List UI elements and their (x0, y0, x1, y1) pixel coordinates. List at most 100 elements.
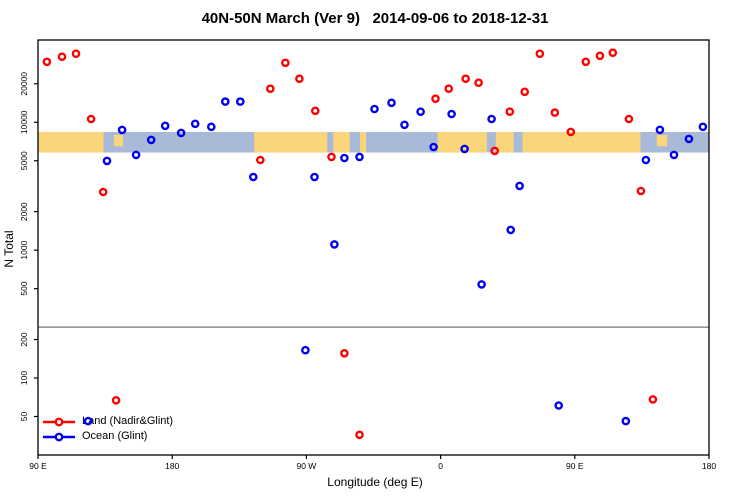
data-point-ocean (641, 155, 651, 165)
data-point-ocean (146, 135, 156, 145)
y-tick-label: 200 (19, 332, 29, 346)
legend-label-land: Land (Nadir&Glint) (82, 415, 174, 427)
data-point-land (295, 74, 304, 83)
x-axis-title: Longitude (deg E) (327, 475, 423, 489)
x-tick-label: 90 E (566, 461, 584, 471)
data-point-land (98, 187, 108, 197)
x-tick-label: 0 (438, 461, 443, 471)
data-point-ocean (301, 345, 310, 355)
data-point-ocean (515, 181, 524, 191)
y-tick-label: 5000 (19, 151, 29, 170)
data-point-land (327, 152, 336, 162)
x-tick-label: 90 E (29, 461, 47, 471)
map-band-ocean-segment (366, 131, 438, 153)
data-point-land (581, 57, 591, 67)
data-point-land (461, 74, 471, 83)
data-point-land (355, 430, 364, 440)
data-point-ocean (387, 98, 396, 108)
data-point-ocean (176, 128, 186, 138)
map-band-ocean-segment (327, 131, 334, 153)
data-point-land (648, 395, 658, 404)
data-point-ocean (506, 225, 516, 235)
data-point-land (281, 58, 290, 68)
y-tick-label: 10000 (19, 110, 29, 134)
data-point-land (624, 114, 634, 124)
data-point-ocean (131, 150, 141, 160)
data-point-land (431, 94, 440, 103)
data-point-ocean (235, 97, 245, 106)
map-band-ocean-segment (640, 131, 709, 153)
map-band-ocean-segment (486, 131, 496, 153)
data-point-land (111, 395, 121, 405)
data-point-ocean (429, 142, 438, 152)
data-point-land (444, 84, 454, 93)
data-point-ocean (460, 144, 469, 154)
legend-row-ocean: Ocean (Glint) (42, 429, 173, 444)
data-point-land (255, 155, 265, 165)
data-point-land (310, 106, 320, 116)
data-point-ocean (220, 97, 230, 106)
y-tick-label: 50 (19, 412, 29, 422)
x-tick-label: 180 (702, 461, 716, 471)
data-point-ocean (698, 122, 708, 132)
map-band-ocean-segment (513, 131, 523, 153)
data-point-ocean (190, 119, 200, 129)
data-point-ocean (370, 104, 379, 114)
data-point-ocean (554, 401, 564, 410)
map-band-island-patch (114, 134, 123, 147)
data-point-land (608, 48, 618, 58)
data-point-ocean (355, 152, 364, 162)
y-tick-label: 2000 (19, 202, 29, 221)
data-point-ocean (340, 153, 349, 163)
data-point-ocean (400, 120, 409, 130)
data-point-ocean (621, 416, 631, 426)
legend: Land (Nadir&Glint) Ocean (Glint) (42, 414, 173, 444)
y-tick-label: 500 (19, 281, 29, 295)
data-point-land (636, 186, 646, 196)
legend-label-ocean: Ocean (Glint) (82, 430, 148, 442)
y-axis-title: N Total (2, 230, 16, 268)
data-point-land (550, 108, 560, 117)
data-point-ocean (684, 134, 694, 144)
data-point-ocean (487, 114, 496, 124)
data-point-ocean (330, 240, 339, 249)
data-point-ocean (655, 125, 665, 135)
data-point-ocean (117, 125, 127, 135)
data-point-ocean (477, 280, 486, 289)
data-point-ocean (206, 122, 216, 132)
x-tick-label: 180 (165, 461, 179, 471)
data-point-land (340, 348, 349, 358)
data-point-ocean (160, 121, 170, 131)
data-point-land (566, 127, 576, 137)
map-band-ocean-segment (103, 131, 255, 153)
legend-row-land: Land (Nadir&Glint) (42, 414, 173, 429)
data-point-land (505, 107, 515, 116)
data-point-ocean (310, 172, 319, 182)
x-tick-label: 90 W (296, 461, 316, 471)
chart-title: 40N-50N March (Ver 9) 2014-09-06 to 2018… (201, 10, 549, 27)
data-point-land (265, 84, 275, 93)
data-point-ocean (248, 172, 258, 182)
legend-marker-ocean-icon (43, 432, 75, 441)
data-point-ocean (669, 150, 679, 160)
data-point-land (86, 114, 96, 124)
data-point-land (57, 52, 67, 62)
map-band-ocean-segment (349, 131, 361, 153)
data-point-land (595, 51, 605, 61)
data-point-land (520, 87, 530, 97)
data-point-land (42, 57, 52, 67)
y-tick-label: 20000 (19, 72, 29, 96)
y-tick-label: 1000 (19, 240, 29, 259)
plot-border (37, 39, 710, 456)
data-point-land (474, 78, 483, 87)
data-point-land (71, 49, 81, 59)
y-tick-label: 100 (19, 371, 29, 385)
data-point-ocean (416, 107, 425, 116)
map-band-island-patch (656, 134, 668, 147)
data-point-land (535, 49, 545, 59)
map-band-land (38, 131, 709, 153)
legend-marker-land-icon (43, 417, 75, 426)
data-point-land (490, 146, 500, 156)
data-point-ocean (447, 109, 456, 119)
